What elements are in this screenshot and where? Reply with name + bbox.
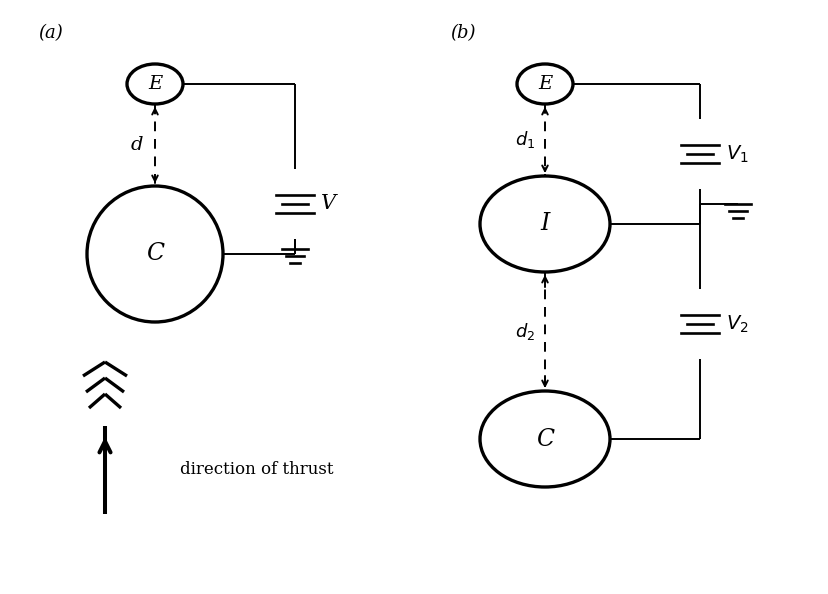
Circle shape: [87, 186, 223, 322]
Text: d: d: [130, 136, 142, 154]
Text: C: C: [146, 242, 164, 266]
Text: direction of thrust: direction of thrust: [180, 460, 333, 478]
Ellipse shape: [479, 176, 609, 272]
Text: E: E: [147, 75, 162, 93]
Text: C: C: [535, 428, 553, 450]
Text: $d_2$: $d_2$: [514, 321, 534, 342]
Text: V: V: [320, 194, 335, 213]
Text: $d_1$: $d_1$: [514, 129, 534, 150]
Text: I: I: [540, 213, 549, 235]
Ellipse shape: [479, 391, 609, 487]
Text: (b): (b): [450, 24, 475, 42]
Ellipse shape: [127, 64, 183, 104]
Text: $V_2$: $V_2$: [725, 314, 748, 334]
Text: E: E: [537, 75, 551, 93]
Text: (a): (a): [38, 24, 63, 42]
Text: $V_1$: $V_1$: [725, 143, 748, 165]
Ellipse shape: [517, 64, 572, 104]
